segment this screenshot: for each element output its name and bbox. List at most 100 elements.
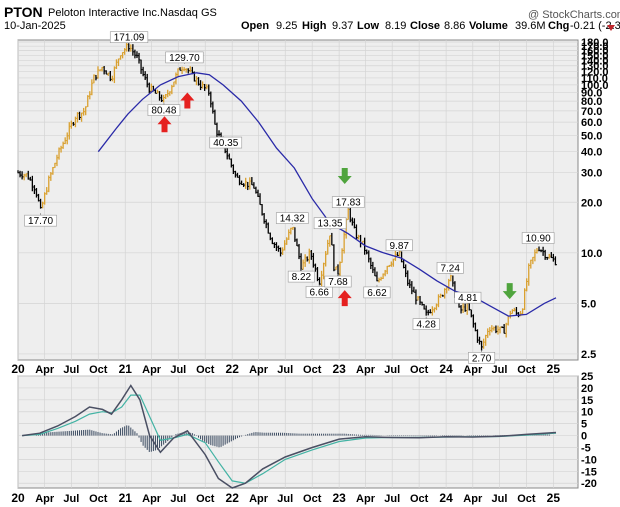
x-tick-label: 22 <box>226 362 240 376</box>
annotation-box <box>521 232 555 244</box>
annotation-box <box>109 31 149 44</box>
price-y-axis: 180.0170.0160.0150.0140.0130.0120.0110.0… <box>581 37 609 361</box>
x-tick-label: 20 <box>11 362 25 376</box>
x-tick-label: Apr <box>35 493 55 505</box>
x-tick-label: 20 <box>11 491 25 505</box>
macd-y-tick: 25 <box>581 371 593 383</box>
up-arrow-icon <box>157 116 172 133</box>
chg-label: Chg <box>548 20 569 32</box>
x-tick-label: 23 <box>332 491 346 505</box>
x-tick-label: Jul <box>170 493 186 505</box>
x-tick-label: Apr <box>249 493 269 505</box>
price-y-tick: 40.0 <box>581 147 602 159</box>
x-tick-label: Apr <box>249 364 269 376</box>
macd-y-tick: 10 <box>581 407 593 419</box>
x-tick-label: Oct <box>517 493 536 505</box>
price-y-tick: 170.0 <box>581 41 609 53</box>
annotation-box <box>24 214 57 227</box>
x-tick-label: Jul <box>63 493 79 505</box>
x-tick-label: 24 <box>439 491 453 505</box>
price-y-tick: 150.0 <box>581 50 609 62</box>
x-tick-label: 23 <box>332 362 346 376</box>
x-tick-label: Oct <box>410 493 429 505</box>
x-tick-label: Oct <box>89 493 108 505</box>
annotation-box <box>363 286 391 299</box>
close-label: Close <box>410 20 440 32</box>
volume-label: Volume <box>469 20 508 32</box>
price-y-tick: 10.0 <box>581 248 602 260</box>
up-arrow-icon <box>180 92 195 109</box>
x-tick-label: Oct <box>517 364 536 376</box>
price-panel <box>17 39 579 361</box>
watermark: @ StockCharts.com <box>528 9 620 21</box>
macd-y-tick: -5 <box>581 442 591 454</box>
price-y-tick: 50.0 <box>581 130 602 142</box>
x-tick-label: Apr <box>356 364 376 376</box>
annotation-label: 171.09 <box>114 33 145 44</box>
x-tick-label: Oct <box>196 364 215 376</box>
x-tick-label: Oct <box>410 364 429 376</box>
annotation-label: 17.83 <box>336 198 361 209</box>
x-tick-label: 24 <box>439 362 453 376</box>
annotation-box <box>165 51 204 64</box>
x-tick-label: Jul <box>384 493 400 505</box>
low-label: Low <box>357 20 379 32</box>
price-gridlines <box>17 40 578 360</box>
annotation-label: 2.70 <box>472 353 492 364</box>
annotation-box <box>313 217 347 230</box>
x-tick-label: 22 <box>226 491 240 505</box>
macd-y-tick: 20 <box>581 383 593 395</box>
annotation-label: 10.90 <box>526 234 551 245</box>
annotation-box <box>287 270 315 283</box>
close-value: 8.86 <box>444 20 465 32</box>
up-arrow-icon <box>337 290 352 307</box>
macd-panel <box>17 375 579 489</box>
annotation-label: 129.70 <box>169 53 200 64</box>
annotation-label: 13.35 <box>318 219 343 230</box>
macd-y-tick: 15 <box>581 395 593 407</box>
high-value: 9.37 <box>332 20 353 32</box>
price-y-tick: 100.0 <box>581 80 609 92</box>
annotation-label: 8.22 <box>292 272 312 283</box>
x-tick-label: Jul <box>384 364 400 376</box>
open-value: 9.25 <box>276 20 297 32</box>
price-y-tick: 140.0 <box>581 55 609 67</box>
x-tick-label: Apr <box>142 364 162 376</box>
exchange-name: Nasdaq GS <box>160 7 217 19</box>
annotation-box <box>209 136 243 149</box>
annotation-box <box>412 318 440 331</box>
x-tick-label: Apr <box>463 493 483 505</box>
annotation-label: 7.24 <box>440 263 460 274</box>
down-triangle-icon <box>607 25 615 31</box>
x-tick-label: 25 <box>547 491 561 505</box>
x-tick-label: Oct <box>303 364 322 376</box>
annotation-box <box>147 104 181 117</box>
annotation-box <box>385 239 413 252</box>
price-y-tick: 60.0 <box>581 117 602 129</box>
price-y-tick: 20.0 <box>581 197 602 209</box>
price-annotations: 17.70 171.09 80.48 129.70 40.35 14.32 8.22 6.66… <box>24 31 555 364</box>
price-y-tick: 5.0 <box>581 298 596 310</box>
open-label: Open <box>241 20 269 32</box>
annotation-box <box>305 286 333 298</box>
annotation-label: 40.35 <box>213 138 238 149</box>
chart-date: 10-Jan-2025 <box>4 20 66 32</box>
price-y-tick: 120.0 <box>581 67 609 79</box>
macd-y-tick: -20 <box>581 478 597 490</box>
x-tick-label: 21 <box>119 491 133 505</box>
price-y-tick: 130.0 <box>581 61 609 73</box>
price-x-axis: 20 Apr Jul Oct 21 Apr Jul Oct 22 Apr Jul Oct 23 Apr Ju… <box>11 362 560 376</box>
price-y-tick: 90.0 <box>581 88 602 100</box>
price-y-tick: 110.0 <box>581 73 608 85</box>
x-tick-label: Oct <box>303 493 322 505</box>
ticker-symbol: PTON <box>4 4 43 20</box>
x-tick-label: Apr <box>463 364 483 376</box>
x-tick-label: Oct <box>89 364 108 376</box>
price-y-tick: 2.5 <box>581 349 596 361</box>
x-tick-label: Jul <box>491 364 507 376</box>
annotation-label: 9.87 <box>389 241 409 252</box>
x-tick-label: Oct <box>196 493 215 505</box>
annotation-label: 7.68 <box>328 277 348 288</box>
